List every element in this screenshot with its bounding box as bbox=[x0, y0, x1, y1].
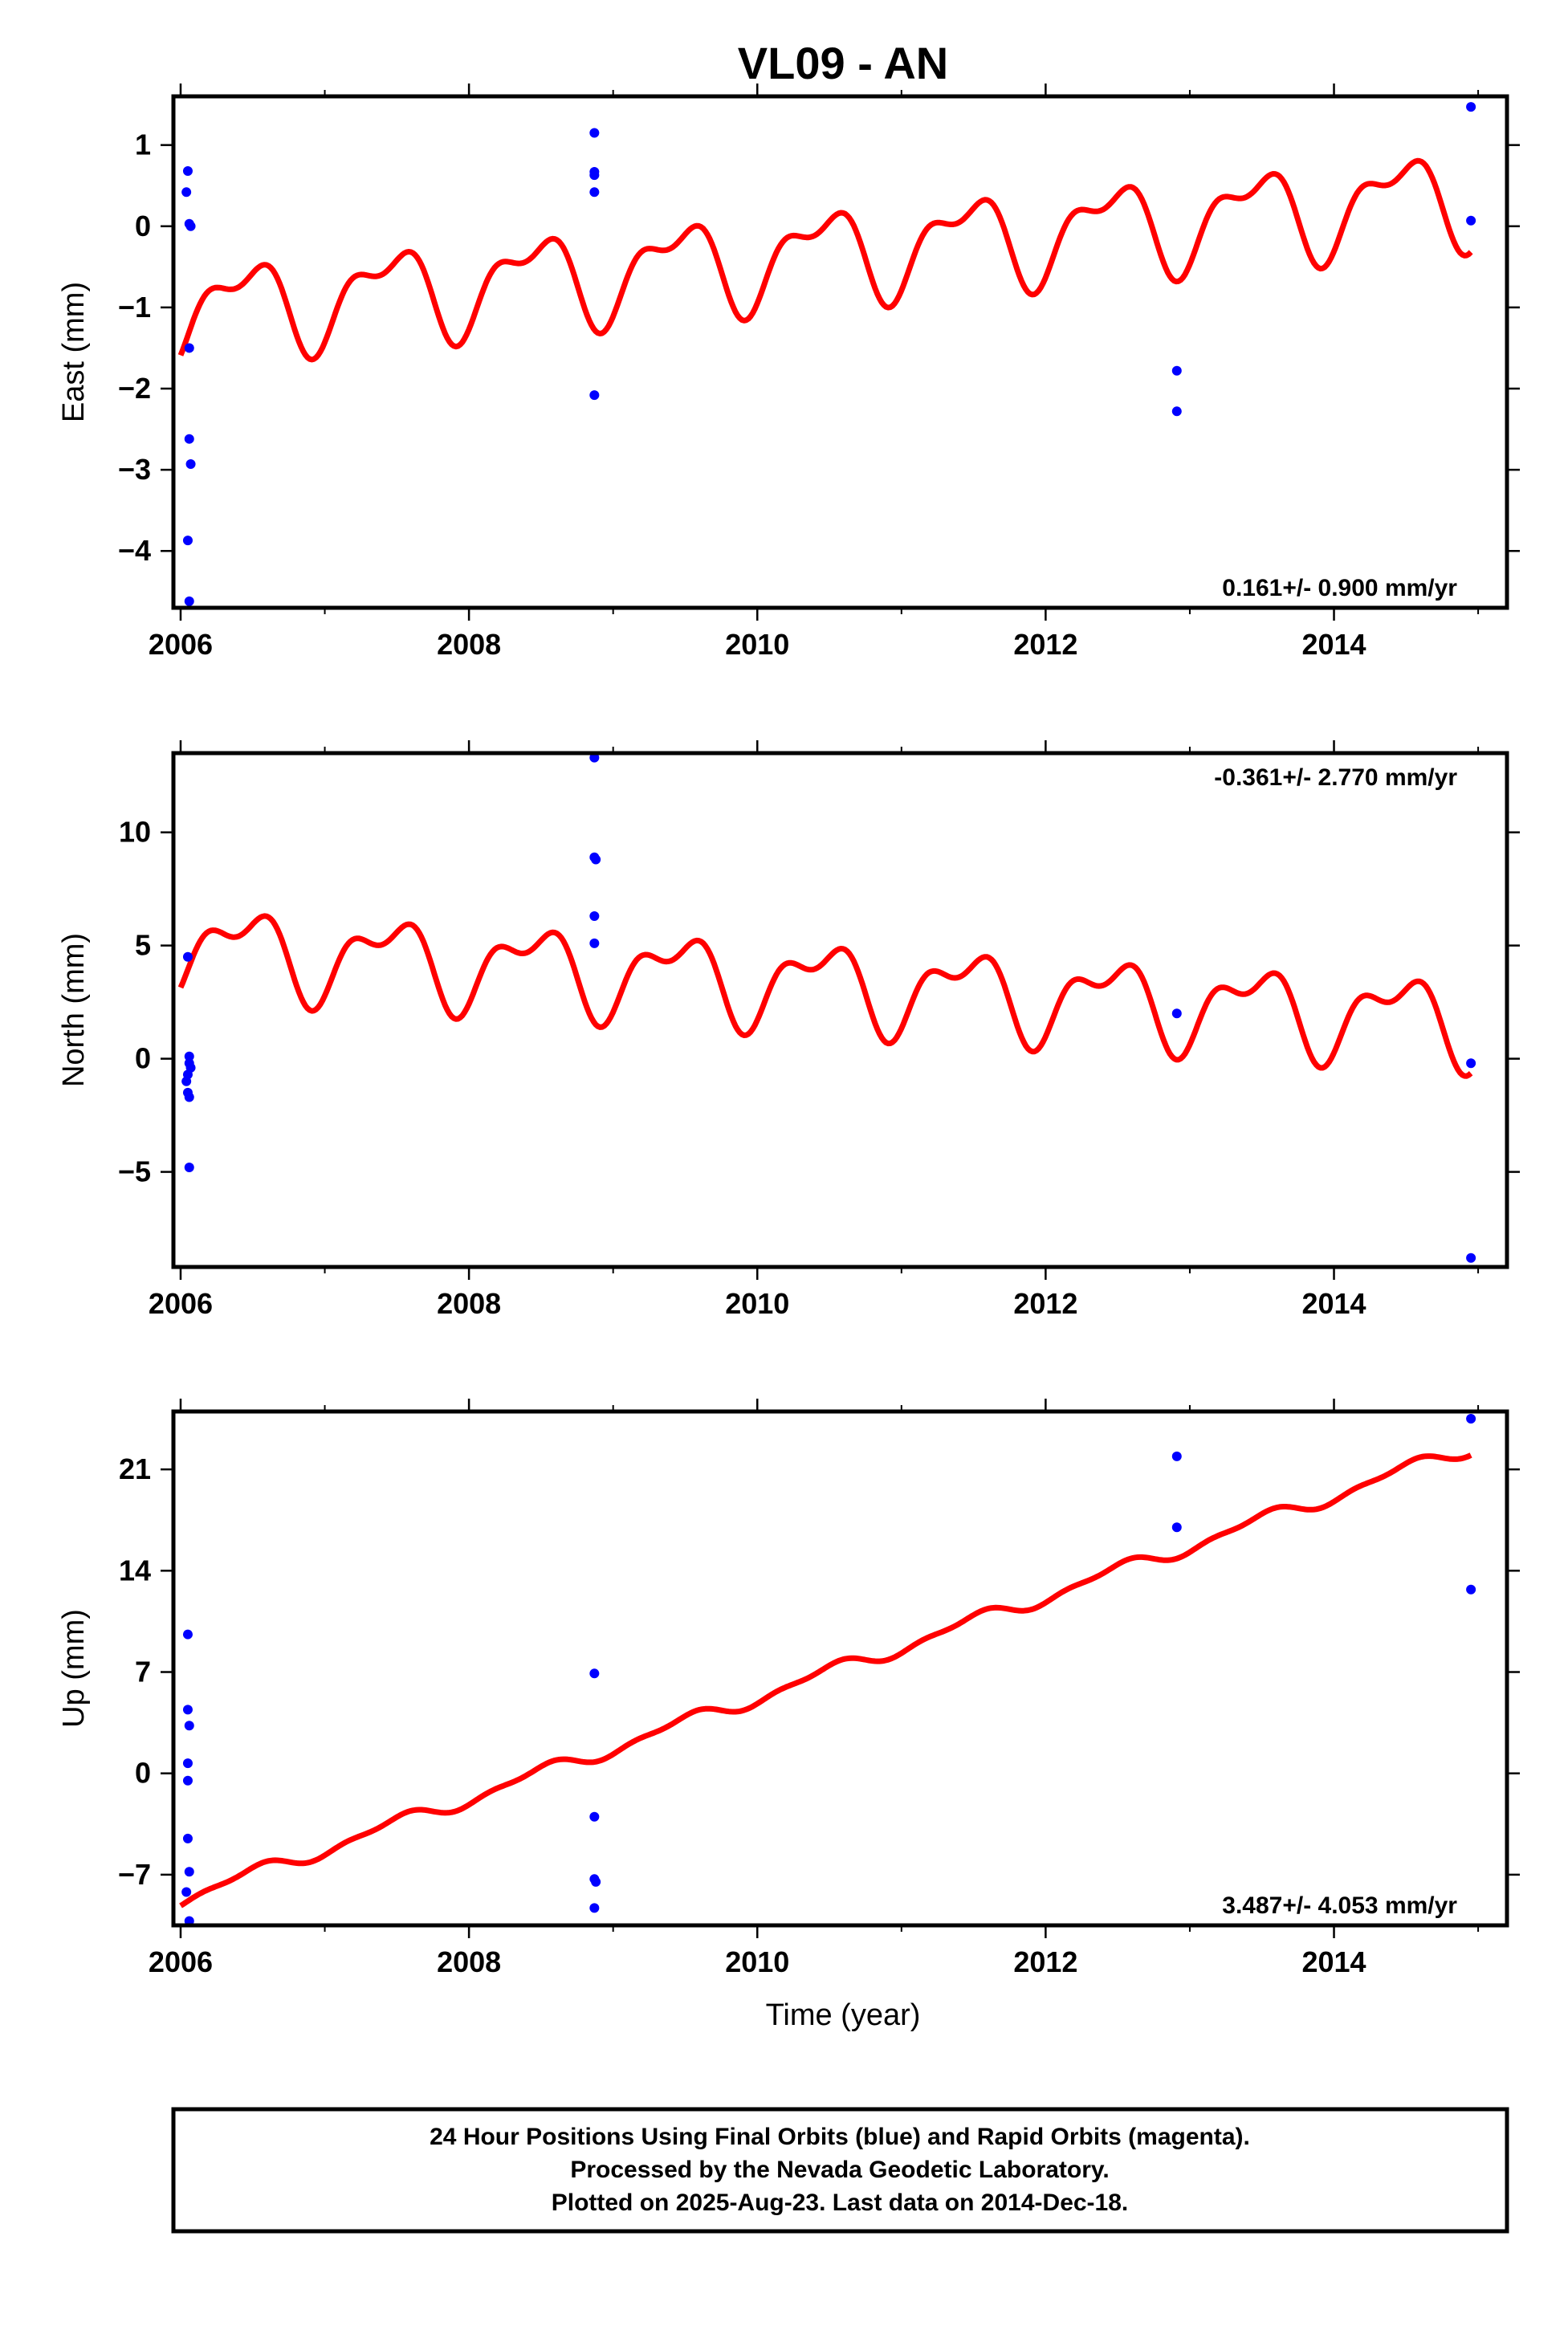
data-point bbox=[184, 1162, 194, 1172]
plot-frame bbox=[171, 94, 1509, 610]
footer-line-3: Plotted on 2025-Aug-23. Last data on 201… bbox=[552, 2189, 1129, 2216]
data-point bbox=[589, 910, 600, 921]
data-point bbox=[1466, 1414, 1476, 1424]
data-point bbox=[589, 170, 600, 181]
north-panel: 2006 2008 2010 2012 2014 10 5 0 −5 North (mm) -0.3… bbox=[57, 740, 1520, 1320]
data-point bbox=[181, 1076, 192, 1086]
data-point bbox=[591, 1876, 601, 1887]
y-tick-label: 0 bbox=[135, 210, 151, 242]
x-tick-label: 2006 bbox=[149, 628, 213, 661]
y-tick-label: 0 bbox=[135, 1042, 151, 1075]
data-point bbox=[181, 187, 192, 198]
y-tick-label: −1 bbox=[118, 291, 151, 324]
plot-frame bbox=[171, 751, 1509, 1269]
data-point bbox=[1466, 1253, 1476, 1263]
y-tick-label: −4 bbox=[118, 534, 151, 567]
x-tick-label: 2012 bbox=[1013, 628, 1077, 661]
x-tick-label: 2010 bbox=[725, 1287, 789, 1320]
up-panel: 2006 2008 2010 2012 2014 21 14 7 0 −7 Up (mm) 3.487… bbox=[57, 1399, 1520, 1978]
x-tick-label: 2010 bbox=[725, 1945, 789, 1978]
data-point bbox=[589, 128, 600, 138]
x-tick-label: 2008 bbox=[437, 1945, 501, 1978]
data-point bbox=[1466, 1058, 1476, 1069]
data-point bbox=[181, 1887, 192, 1897]
y-axis-label: North (mm) bbox=[57, 933, 91, 1087]
x-tick-label: 2006 bbox=[149, 1287, 213, 1320]
data-point bbox=[182, 1775, 193, 1786]
data-point bbox=[182, 166, 193, 177]
y-tick-label: −5 bbox=[118, 1155, 151, 1188]
y-tick-label: 5 bbox=[135, 929, 151, 962]
footer-box: 24 Hour Positions Using Final Orbits (bl… bbox=[171, 2107, 1509, 2234]
data-point bbox=[589, 1668, 600, 1679]
footer-line-2: Processed by the Nevada Geodetic Laborat… bbox=[570, 2157, 1109, 2183]
x-tick-label: 2008 bbox=[437, 1287, 501, 1320]
data-point bbox=[184, 596, 194, 606]
data-point bbox=[184, 343, 194, 353]
data-point bbox=[1171, 1522, 1182, 1533]
y-axis-label: East (mm) bbox=[57, 282, 91, 422]
data-point bbox=[589, 390, 600, 401]
y-tick-label: 10 bbox=[119, 816, 151, 849]
x-tick-label: 2012 bbox=[1013, 1287, 1077, 1320]
data-point bbox=[182, 1758, 193, 1769]
x-tick-label: 2010 bbox=[725, 628, 789, 661]
y-tick-label: 1 bbox=[135, 128, 151, 161]
data-point bbox=[184, 1721, 194, 1731]
data-point bbox=[182, 1705, 193, 1715]
data-point bbox=[591, 854, 601, 865]
x-tick-label: 2006 bbox=[149, 1945, 213, 1978]
x-tick-label: 2014 bbox=[1301, 628, 1366, 661]
data-point bbox=[1466, 215, 1476, 226]
model-fit-line bbox=[177, 913, 1473, 1079]
data-point bbox=[1466, 1584, 1476, 1595]
data-point bbox=[182, 1833, 193, 1843]
y-tick-label: −7 bbox=[118, 1858, 151, 1891]
rate-annotation: 3.487+/- 4.053 mm/yr bbox=[1222, 1892, 1457, 1919]
data-point bbox=[589, 187, 600, 198]
y-tick-label: 7 bbox=[135, 1656, 151, 1688]
x-tick-label: 2008 bbox=[437, 628, 501, 661]
rate-annotation: 0.161+/- 0.900 mm/yr bbox=[1222, 575, 1457, 601]
model-fit-line bbox=[177, 157, 1473, 363]
x-tick-label: 2012 bbox=[1013, 1945, 1077, 1978]
data-point bbox=[185, 459, 196, 470]
y-tick-label: 14 bbox=[119, 1554, 151, 1587]
data-point bbox=[1466, 102, 1476, 112]
data-point bbox=[185, 221, 196, 231]
data-point bbox=[184, 1867, 194, 1877]
plot-frame bbox=[171, 1409, 1509, 1928]
y-tick-label: 0 bbox=[135, 1757, 151, 1790]
x-axis-label: Time (year) bbox=[766, 1998, 921, 2032]
data-point bbox=[589, 1811, 600, 1822]
x-tick-label: 2014 bbox=[1301, 1287, 1366, 1320]
data-point bbox=[184, 1092, 194, 1102]
data-point bbox=[184, 434, 194, 444]
footer-line-1: 24 Hour Positions Using Final Orbits (bl… bbox=[430, 2124, 1250, 2150]
y-tick-label: −3 bbox=[118, 453, 151, 486]
rate-annotation: -0.361+/- 2.770 mm/yr bbox=[1214, 764, 1457, 791]
y-tick-label: 21 bbox=[119, 1452, 151, 1485]
data-point bbox=[1171, 406, 1182, 417]
data-point bbox=[182, 951, 193, 962]
east-panel: 2006 2008 2010 2012 2014 1 0 −1 −2 −3 −4 East (mm) 0… bbox=[57, 84, 1520, 661]
data-point bbox=[589, 752, 600, 763]
data-point bbox=[589, 938, 600, 948]
model-fit-line bbox=[179, 1452, 1472, 1908]
data-point bbox=[182, 536, 193, 546]
data-point bbox=[182, 1629, 193, 1640]
figure-title: VL09 - AN bbox=[738, 38, 948, 88]
footer-border bbox=[171, 2107, 1509, 2234]
data-point bbox=[589, 1903, 600, 1913]
data-point bbox=[1171, 365, 1182, 376]
data-point bbox=[1171, 1451, 1182, 1461]
y-tick-label: −2 bbox=[118, 372, 151, 405]
x-tick-label: 2014 bbox=[1301, 1945, 1366, 1978]
data-point bbox=[1171, 1008, 1182, 1019]
data-point bbox=[184, 1051, 194, 1061]
y-axis-label: Up (mm) bbox=[57, 1609, 91, 1728]
